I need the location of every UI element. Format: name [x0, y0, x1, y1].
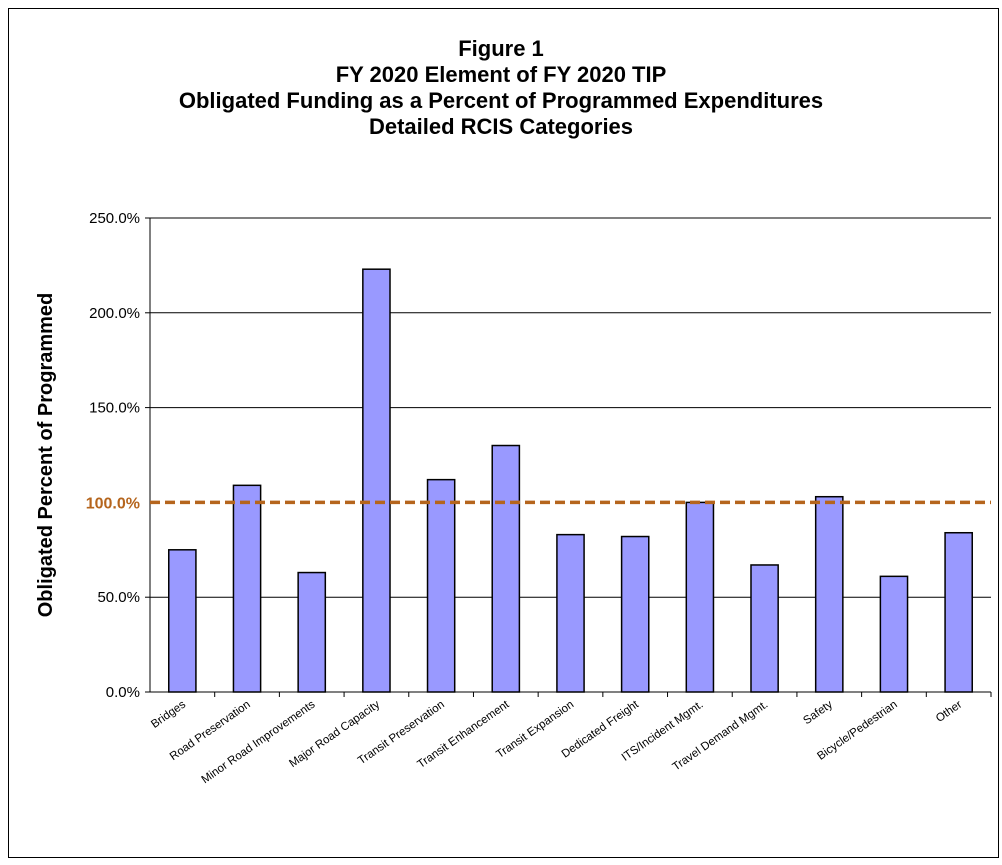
bar: [556, 533, 585, 693]
bar: [232, 484, 262, 693]
y-axis-label: Obligated Percent of Programmed: [35, 293, 57, 618]
chart-frame: [8, 8, 999, 858]
x-tick-label: Safety: [801, 698, 835, 727]
y-tick-label: 250.0%: [89, 210, 140, 227]
bar: [750, 564, 779, 693]
title-line-3: Obligated Funding as a Percent of Progra…: [178, 88, 824, 113]
bars: [168, 268, 973, 693]
chart-title: Figure 1 FY 2020 Element of FY 2020 TIP …: [0, 36, 1002, 140]
bar: [362, 268, 391, 693]
y-tick-label: 150.0%: [89, 400, 140, 417]
bar: [620, 535, 650, 693]
title-line-1: Figure 1: [458, 36, 544, 61]
x-tick-label: Other: [934, 699, 965, 725]
bar: [814, 495, 844, 693]
reference-line-group: 100.0%: [86, 495, 991, 512]
bar: [426, 478, 456, 693]
reference-line-label: 100.0%: [86, 495, 140, 512]
bar: [168, 549, 197, 693]
bar: [944, 531, 973, 693]
title-line-4: Detailed RCIS Categories: [368, 114, 634, 139]
x-tick-label: Bridges: [149, 698, 188, 730]
y-tick-label: 200.0%: [89, 305, 140, 322]
bar: [491, 444, 521, 693]
bar: [297, 571, 327, 693]
y-tick-labels: 0.0% 50.0% 150.0% 200.0% 250.0%: [89, 210, 140, 701]
x-tick-label: Minor Road Improvements: [200, 698, 318, 786]
y-tick-label: 50.0%: [97, 589, 140, 606]
bar: [685, 501, 715, 693]
axes: [149, 218, 992, 697]
title-line-2: FY 2020 Element of FY 2020 TIP: [335, 62, 667, 87]
gridlines: [145, 217, 991, 693]
y-tick-label: 0.0%: [106, 684, 140, 701]
bar: [879, 575, 909, 693]
